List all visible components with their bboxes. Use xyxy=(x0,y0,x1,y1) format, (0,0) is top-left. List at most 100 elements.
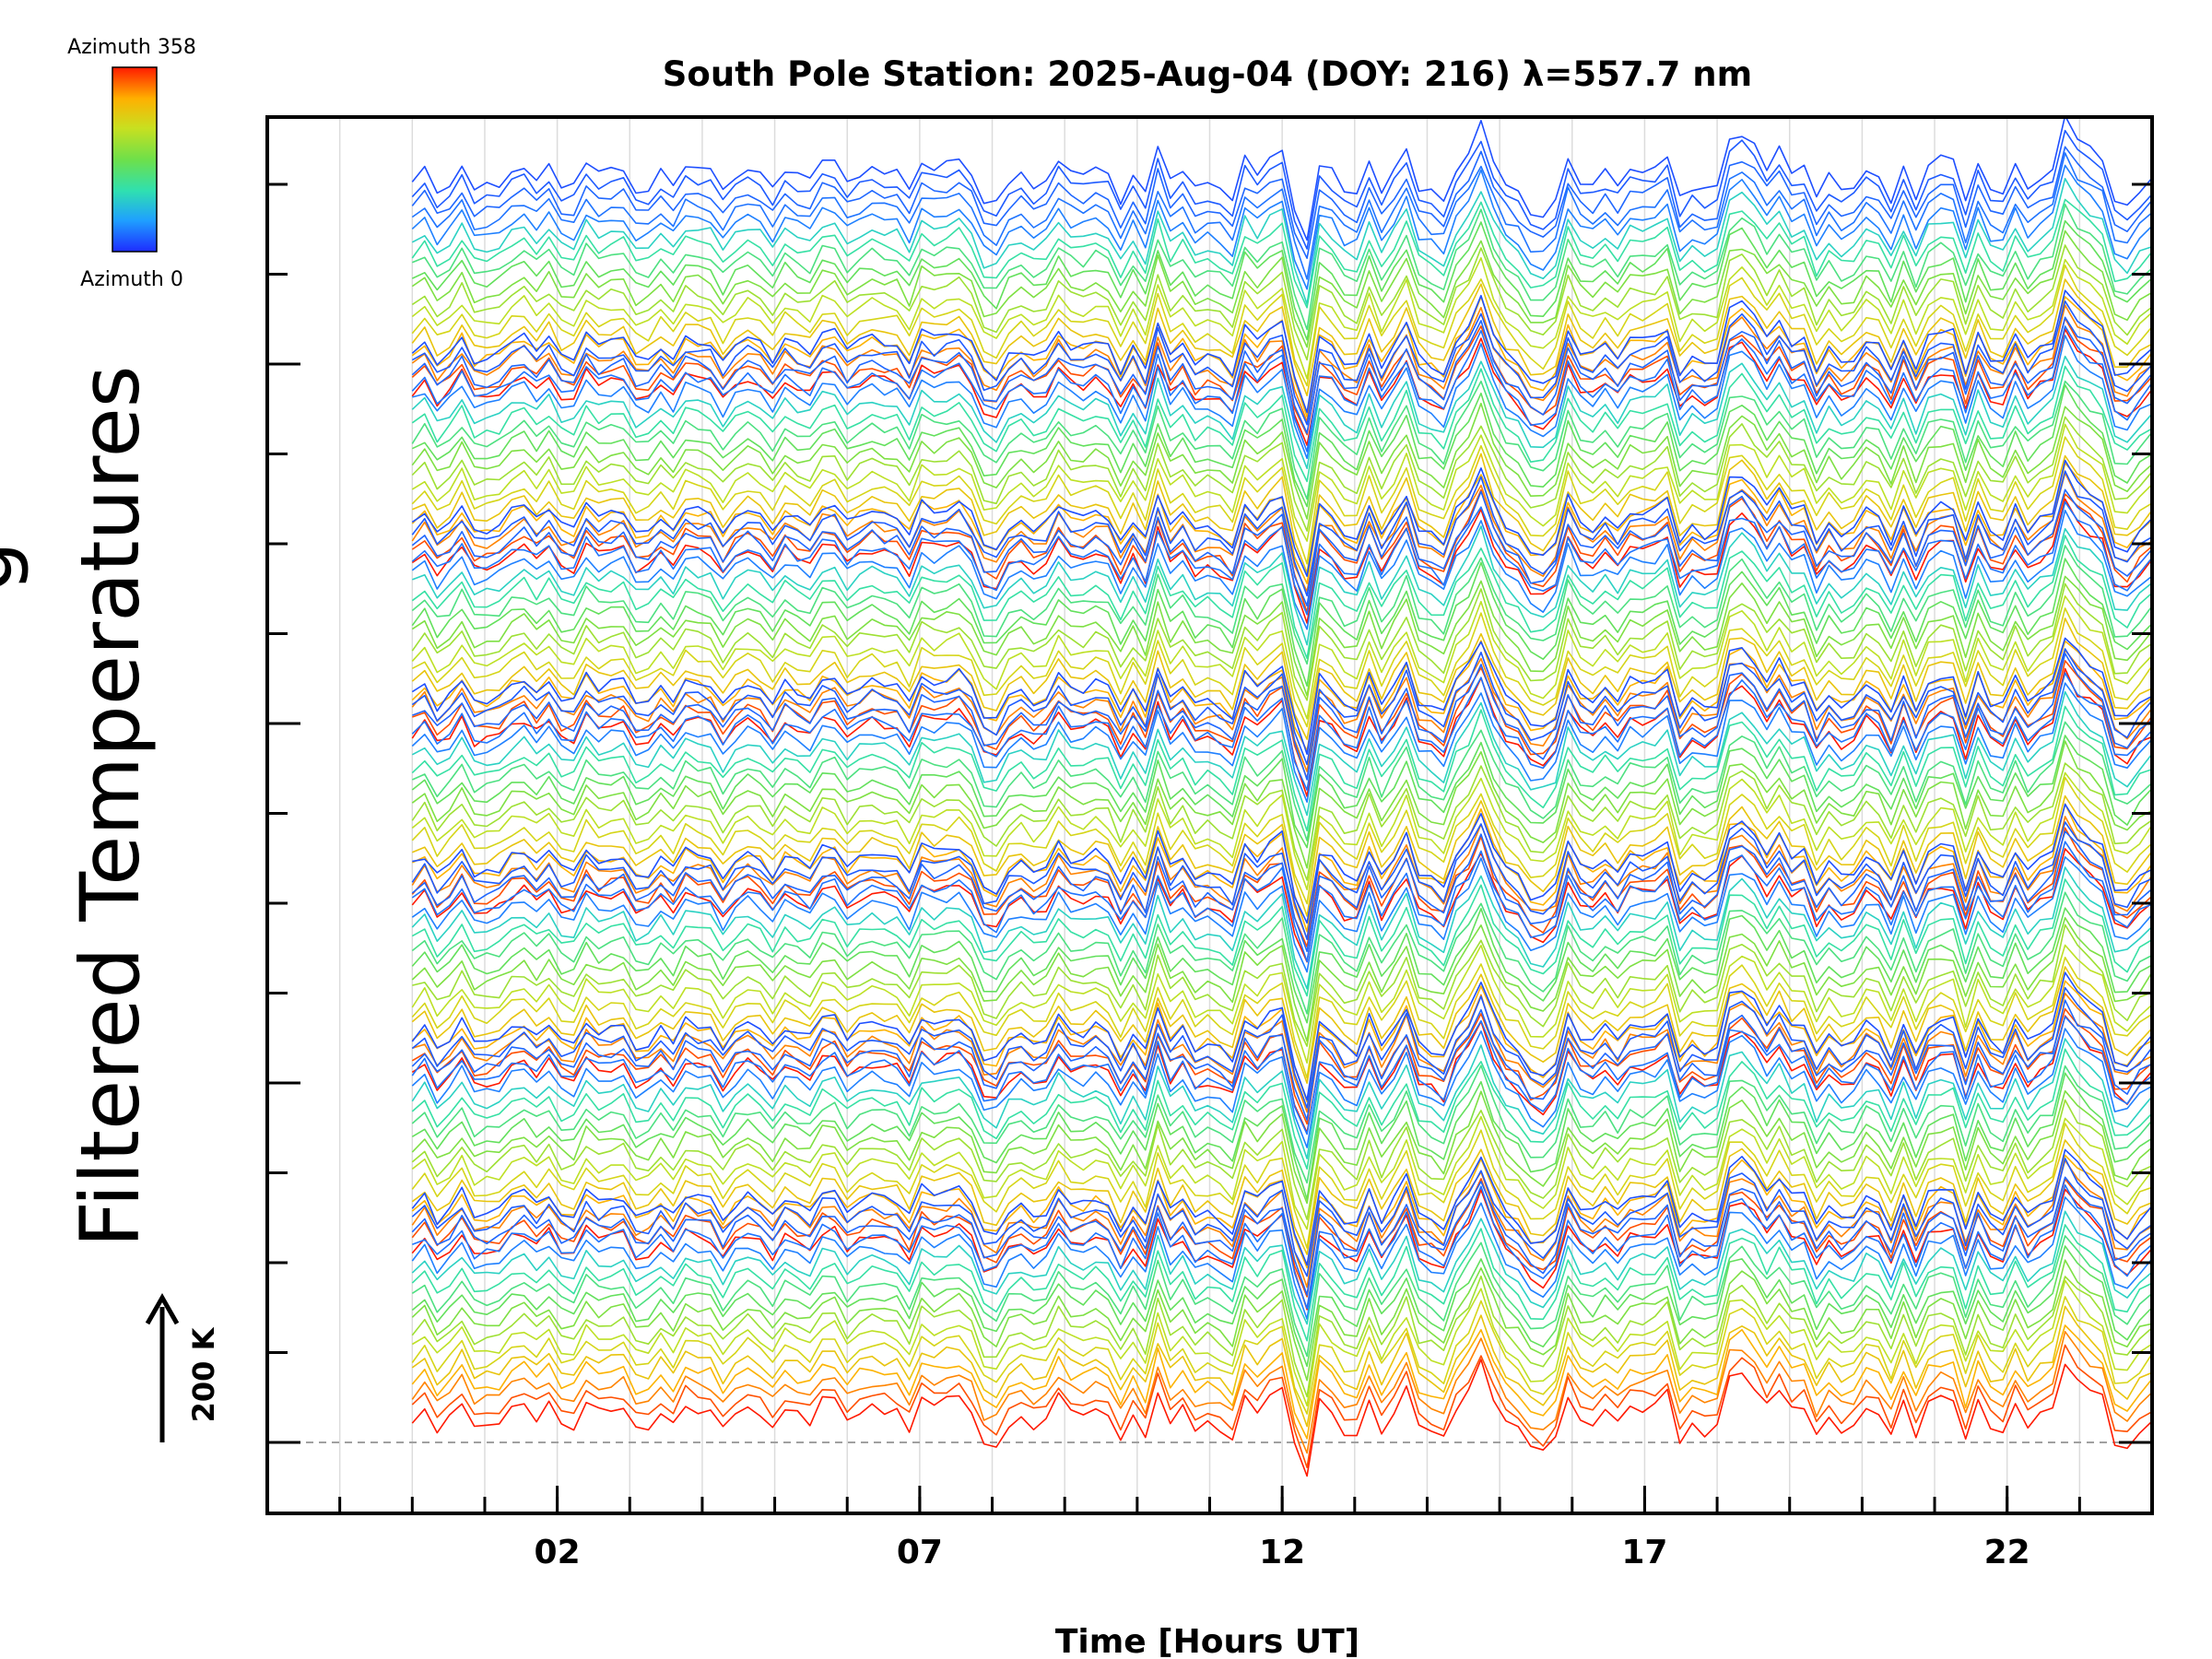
temperature-trace xyxy=(411,328,2152,446)
temperature-traces xyxy=(411,117,2152,1477)
temperature-trace xyxy=(411,1176,2152,1296)
temperature-trace xyxy=(411,1072,2152,1200)
temperature-trace xyxy=(411,640,2152,752)
x-tick-label: 02 xyxy=(535,1534,581,1571)
temperature-trace xyxy=(411,402,2152,520)
temperature-trace xyxy=(411,229,2152,348)
temperature-trace xyxy=(411,146,2152,259)
temperature-trace xyxy=(411,1065,2152,1184)
temperature-trace xyxy=(412,803,2152,924)
temperature-trace xyxy=(411,944,2152,1064)
scale-bar: 200 K xyxy=(145,1292,221,1442)
temperature-trace xyxy=(411,721,2152,841)
temperature-trace xyxy=(412,653,2152,781)
temperature-trace xyxy=(412,924,2152,1047)
temperature-trace xyxy=(411,582,2152,701)
temperature-trace xyxy=(411,1224,2152,1342)
temperature-trace xyxy=(411,1154,2152,1269)
x-axis-label: Time [Hours UT] xyxy=(1055,1623,1359,1659)
temperature-trace xyxy=(412,1184,2152,1310)
temperature-trace xyxy=(411,470,2152,597)
colorbar-gradient xyxy=(112,66,158,253)
temperature-trace xyxy=(411,771,2152,890)
temperature-trace xyxy=(411,1305,2152,1428)
temperature-trace xyxy=(411,1115,2152,1230)
temperature-trace xyxy=(411,355,2152,469)
temperature-trace xyxy=(411,848,2152,963)
temperature-trace xyxy=(412,203,2152,331)
temperature-trace xyxy=(411,380,2152,500)
x-tick-label: 12 xyxy=(1259,1534,1305,1571)
temperature-trace xyxy=(411,535,2152,659)
y-axis-label-partial: g xyxy=(0,541,30,593)
temperature-trace xyxy=(411,907,2152,1024)
temperature-trace xyxy=(411,510,2152,630)
temperature-trace xyxy=(411,672,2152,791)
temperature-trace xyxy=(411,816,2152,940)
temperature-trace xyxy=(411,776,2152,905)
x-tick-label: 17 xyxy=(1621,1534,1667,1571)
temperature-trace xyxy=(411,856,2152,973)
temperature-trace xyxy=(411,545,2152,665)
colorbar-bottom-label: Azimuth 0 xyxy=(80,268,183,291)
temperature-trace xyxy=(411,866,2152,990)
temperature-trace xyxy=(411,595,2152,720)
temperature-trace xyxy=(411,891,2152,1015)
temperature-trace xyxy=(411,878,2152,997)
temperature-trace xyxy=(411,917,2152,1042)
temperature-trace xyxy=(411,1245,2152,1368)
colorbar-top-label: Azimuth 358 xyxy=(67,36,196,59)
temperature-trace xyxy=(411,316,2152,434)
scale-bar-label: 200 K xyxy=(186,1326,221,1422)
temperature-trace xyxy=(411,1331,2152,1454)
temperature-trace xyxy=(411,459,2152,577)
temperature-trace xyxy=(412,525,2152,646)
temperature-trace xyxy=(411,830,2152,953)
temperature-trace xyxy=(411,198,2152,309)
temperature-trace xyxy=(411,152,2152,280)
temperature-trace xyxy=(411,1123,2152,1249)
temperature-trace xyxy=(411,423,2152,542)
temperature-trace xyxy=(411,265,2152,387)
temperature-trace xyxy=(411,648,2152,766)
temperature-trace xyxy=(411,575,2152,697)
temperature-trace xyxy=(411,1324,2152,1440)
temperature-trace xyxy=(411,1099,2152,1220)
temperature-trace xyxy=(411,999,2152,1121)
temperature-trace xyxy=(411,1089,2152,1205)
plot-axes: 02 07 12 17 22 xyxy=(265,115,2154,1571)
temperature-trace xyxy=(411,1296,2152,1415)
temperature-trace xyxy=(411,164,2152,290)
temperature-trace xyxy=(411,1210,2152,1325)
temperature-trace xyxy=(411,317,2152,436)
temperature-trace xyxy=(412,335,2152,460)
temperature-trace xyxy=(411,794,2152,917)
temperature-trace xyxy=(411,690,2152,817)
temperature-trace xyxy=(411,971,2152,1101)
temperature-trace xyxy=(411,1139,2152,1255)
temperature-trace xyxy=(411,841,2152,963)
x-tick-label: 07 xyxy=(897,1534,943,1571)
temperature-trace xyxy=(411,1359,2152,1477)
temperature-trace xyxy=(411,966,2152,1084)
temperature-trace xyxy=(411,1016,2152,1135)
temperature-trace xyxy=(411,300,2152,426)
temperature-trace xyxy=(411,1028,2152,1148)
temperature-trace xyxy=(411,821,2152,941)
temperature-trace xyxy=(411,1344,2152,1468)
temperature-trace xyxy=(411,1038,2152,1159)
temperature-trace xyxy=(411,219,2152,341)
temperature-trace xyxy=(411,618,2152,740)
temperature-trace xyxy=(411,500,2152,616)
temperature-trace xyxy=(411,365,2152,483)
temperature-trace xyxy=(411,762,2152,881)
temperature-trace xyxy=(411,740,2152,869)
temperature-trace xyxy=(411,1279,2152,1406)
temperature-trace xyxy=(411,178,2152,305)
temperature-trace xyxy=(411,558,2152,688)
temperature-trace xyxy=(411,325,2152,453)
colorbar: Azimuth 358 Azimuth 0 xyxy=(67,36,196,291)
temperature-trace xyxy=(411,1196,2152,1320)
temperature-trace xyxy=(411,278,2152,396)
temperature-trace xyxy=(411,383,2152,508)
